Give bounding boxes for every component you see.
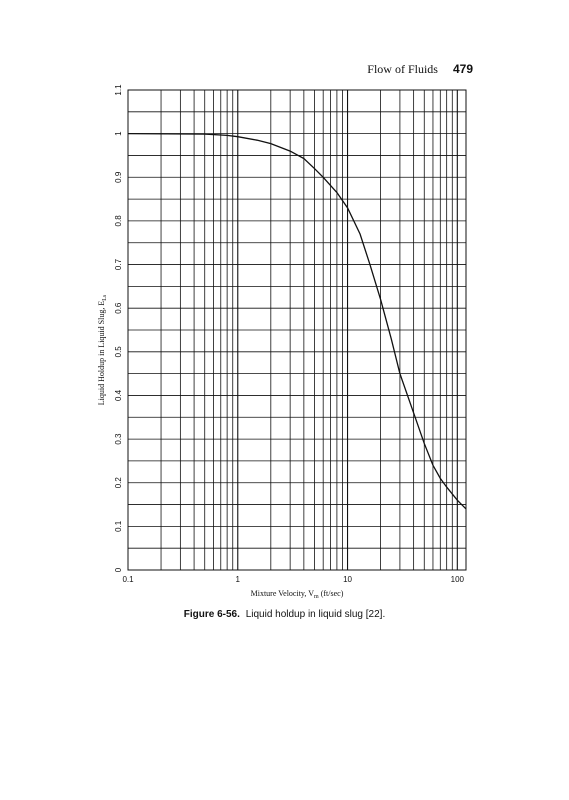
y-tick-label: 0.1 — [114, 520, 123, 532]
figure-caption-text: Liquid holdup in liquid slug [22]. — [245, 609, 386, 620]
x-axis-label: Mixture Velocity, Vm (ft/sec) — [251, 589, 344, 600]
holdup-chart: 0.1 1 10 100 0 0.1 0.2 0.3 0.4 0.5 0.6 0.7 0.8 0.9 1 1.… — [97, 84, 467, 600]
tick-labels: 0.1 1 10 100 0 0.1 0.2 0.3 0.4 0.5 0.6 0.7 0.8 0.9 1 1.… — [114, 84, 465, 584]
x-tick-label: 10 — [343, 575, 352, 584]
y-axis-label-main: Liquid Holdup in Liquid Slug, E — [97, 301, 106, 406]
figure-label: Figure 6-56. — [183, 609, 240, 620]
y-tick-label: 0.7 — [114, 258, 123, 270]
page-number: 479 — [452, 62, 473, 76]
y-tick-label: 0.3 — [114, 433, 123, 445]
running-title: Flow of Fluids — [367, 62, 438, 76]
x-axis-label-sub: m — [314, 594, 319, 600]
y-tick-label: 0.8 — [114, 215, 123, 227]
y-tick-label: 0.2 — [114, 477, 123, 489]
y-tick-label: 1 — [114, 131, 123, 136]
y-tick-label: 0.4 — [114, 389, 123, 401]
grid-layer — [128, 90, 466, 570]
y-tick-label: 0 — [114, 567, 123, 572]
page-header: Flow of Fluids 479 — [367, 62, 473, 77]
x-tick-label: 100 — [451, 575, 465, 584]
x-tick-label: 0.1 — [122, 575, 134, 584]
y-tick-label: 1.1 — [114, 84, 123, 96]
series-line-holdup — [127, 132, 467, 510]
x-tick-label: 1 — [236, 575, 241, 584]
x-axis-label-main: Mixture Velocity, V — [251, 589, 315, 598]
y-tick-label: 0.9 — [114, 171, 123, 183]
y-axis-label-sub: Ls — [102, 294, 108, 301]
figure-caption: Figure 6-56. Liquid holdup in liquid slu… — [0, 609, 569, 620]
y-tick-label: 0.6 — [114, 302, 123, 314]
x-axis-label-unit: (ft/sec) — [319, 589, 344, 598]
y-tick-label: 0.5 — [114, 346, 123, 358]
plot-frame — [127, 89, 467, 571]
y-axis-label: Liquid Holdup in Liquid Slug, ELs — [97, 294, 108, 405]
